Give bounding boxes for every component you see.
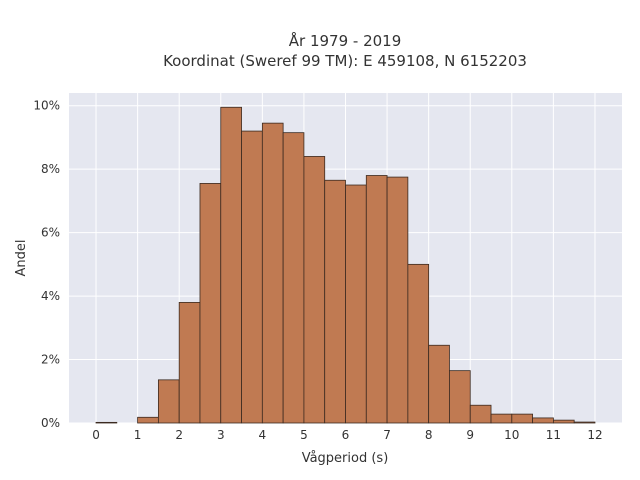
histogram-bar [303, 156, 326, 424]
histogram-bar [407, 263, 430, 424]
histogram-bar [157, 379, 180, 424]
histogram-bar [469, 404, 492, 424]
x-tick-label: 12 [587, 428, 602, 442]
y-tick-label: 2% [41, 353, 60, 367]
histogram-bar [573, 421, 596, 424]
x-tick-label: 2 [175, 428, 183, 442]
x-tick-label: 9 [466, 428, 474, 442]
y-tick-label: 8% [41, 162, 60, 176]
histogram-bar [386, 176, 409, 424]
chart-title-line-1: År 1979 - 2019 [289, 31, 402, 50]
histogram-bar [282, 132, 305, 424]
x-tick-label: 11 [546, 428, 561, 442]
y-axis-label: Andel [14, 240, 29, 277]
histogram-bar [261, 122, 284, 424]
y-tick-label: 6% [41, 226, 60, 240]
x-tick-labels: 0 1 2 3 4 5 6 7 8 9 10 11 12 [92, 428, 602, 442]
histogram-bar [552, 419, 575, 424]
histogram-bar [220, 106, 242, 424]
histogram-bar [345, 184, 367, 424]
y-tick-label: 10% [33, 99, 60, 113]
histogram-bar [241, 130, 263, 424]
histogram-bar [178, 302, 201, 424]
y-tick-label: 0% [41, 416, 60, 430]
histogram-bar [511, 413, 534, 424]
histogram-bar [365, 175, 388, 424]
x-tick-label: 10 [504, 428, 519, 442]
y-tick-labels: 0% 2% 4% 6% 8% 10% [33, 99, 60, 430]
x-tick-label: 1 [134, 428, 142, 442]
histogram-bar [490, 413, 513, 424]
y-tick-label: 4% [41, 289, 60, 303]
histogram-bar [324, 179, 346, 424]
histogram-bar [95, 421, 118, 424]
histogram-bar [428, 344, 450, 424]
histogram-bar [532, 417, 554, 424]
x-tick-label: 5 [300, 428, 308, 442]
histogram-bars [95, 106, 596, 424]
chart-title-line-2: Koordinat (Sweref 99 TM): E 459108, N 61… [163, 52, 527, 70]
x-tick-label: 7 [383, 428, 391, 442]
histogram-bar [137, 416, 159, 424]
x-tick-label: 0 [92, 428, 100, 442]
x-axis-label: Vågperiod (s) [302, 451, 389, 466]
x-tick-label: 8 [425, 428, 433, 442]
histogram-bar [449, 370, 471, 424]
x-tick-label: 4 [259, 428, 267, 442]
x-tick-label: 6 [342, 428, 350, 442]
x-tick-label: 3 [217, 428, 225, 442]
histogram-bar [199, 183, 222, 424]
